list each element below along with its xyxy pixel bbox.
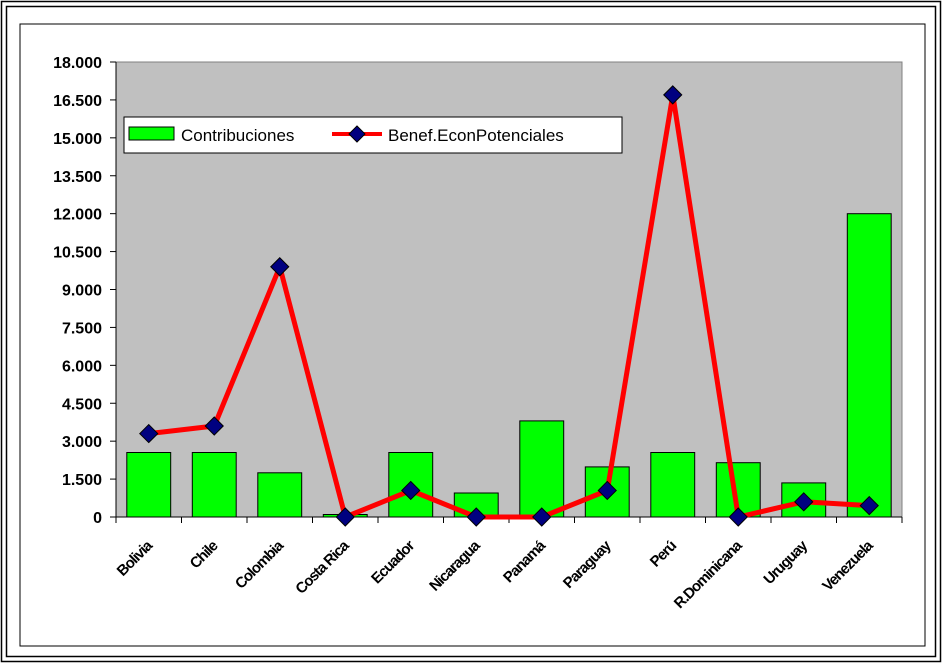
line-marker [270, 257, 290, 277]
y-tick-label: 12.000 [53, 207, 102, 224]
line-marker [532, 507, 552, 527]
y-axis-labels: 0 1.500 3.000 4.500 6.000 7.500 9.000 10.500 12.… [53, 55, 102, 527]
bar-bolivia [126, 452, 172, 518]
y-tick-label: 15.000 [53, 131, 102, 148]
y-tick-label: 1.500 [62, 472, 102, 489]
line-marker [204, 416, 224, 436]
y-tick-label: 0 [93, 510, 102, 527]
bar-per- [650, 452, 696, 518]
legend-bar-swatch [128, 126, 175, 141]
bar-colombia [257, 472, 303, 518]
line-marker [335, 507, 355, 527]
line-marker [794, 492, 814, 512]
line-marker [663, 85, 683, 105]
bar-series [126, 213, 892, 518]
legend-diamond-marker [348, 125, 366, 143]
line-series [139, 85, 879, 527]
y-tick-label: 13.500 [53, 169, 102, 186]
bar-venezuela [846, 213, 892, 518]
y-tick-label: 3.000 [62, 434, 102, 451]
y-tick-label: 9.000 [62, 283, 102, 300]
bar-chile [191, 452, 237, 518]
inner-border [5, 5, 937, 658]
line-marker [466, 507, 486, 527]
bar-panam- [519, 420, 565, 518]
line-marker [139, 423, 159, 444]
y-tick-label: 7.500 [62, 320, 102, 337]
y-tick-label: 4.500 [62, 396, 102, 413]
line-marker [859, 495, 879, 516]
legend-label-contribuciones: Contribuciones [181, 126, 294, 145]
y-tick-label: 16.500 [53, 93, 102, 110]
line-marker [597, 480, 617, 501]
y-tick-label: 10.500 [53, 245, 102, 262]
y-tick-label: 18.000 [53, 55, 102, 72]
line-marker [401, 480, 421, 501]
legend-label-benef: Benef.EconPotenciales [388, 126, 564, 145]
y-tick-label: 6.000 [62, 358, 102, 375]
line-marker [728, 507, 748, 527]
legend: Contribuciones Benef.EconPotenciales [123, 116, 623, 154]
benef-line [148, 92, 870, 520]
